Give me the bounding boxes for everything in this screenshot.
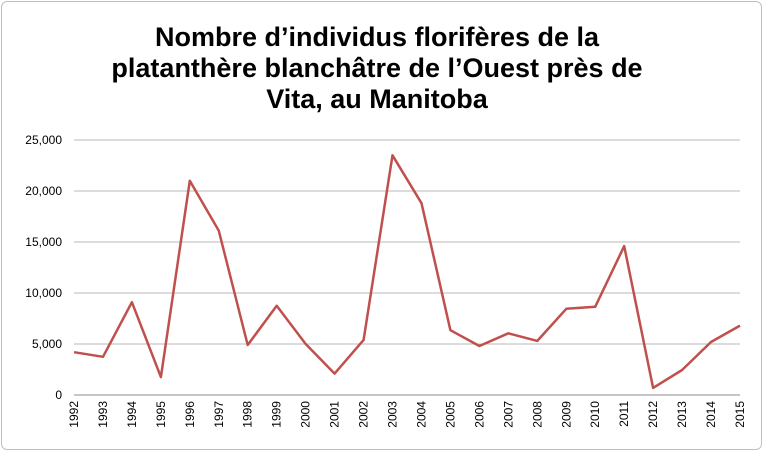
x-tick-label: 2003 [386, 401, 400, 428]
x-tick-label: 2008 [530, 401, 544, 428]
gridlines [74, 139, 740, 345]
y-axis-tick-labels: 0 5,000 10,000 15,000 20,000 25,000 [25, 133, 62, 402]
y-tick-label: 0 [55, 388, 62, 402]
x-tick-label: 1997 [212, 401, 226, 428]
x-tick-label: 2005 [443, 401, 457, 428]
x-tick-label: 2009 [559, 401, 573, 428]
x-tick-label: 1992 [67, 401, 81, 428]
x-tick-label: 1994 [125, 401, 139, 428]
y-tick-label: 20,000 [25, 184, 62, 198]
x-tick-label: 2015 [733, 401, 747, 428]
y-tick-label: 10,000 [25, 286, 62, 300]
series-layer [73, 154, 741, 390]
y-tick-label: 25,000 [25, 133, 62, 147]
x-tick-label: 1999 [270, 401, 284, 428]
chart-title: Nombre d’individus florifères de la plat… [111, 22, 643, 114]
x-tick-label: 2002 [357, 401, 371, 428]
y-tick-label: 15,000 [25, 235, 62, 249]
x-tick-label: 2006 [472, 401, 486, 428]
x-tick-label: 2011 [617, 401, 631, 427]
y-tick-label: 5,000 [32, 337, 62, 351]
x-tick-label: 1998 [241, 401, 255, 428]
x-tick-label: 2010 [588, 401, 602, 428]
x-tick-label: 1993 [96, 401, 110, 428]
x-tick-label: 2000 [299, 401, 313, 428]
x-tick-label: 2004 [414, 401, 428, 428]
x-tick-label: 2014 [704, 401, 718, 428]
x-axis-tick-labels: 1992 1993 1994 1995 1996 1997 1998 1999 2000 2001… [67, 401, 747, 428]
x-tick-label: 1995 [154, 401, 168, 428]
x-tick-label: 2012 [646, 401, 660, 428]
series-line [73, 154, 741, 390]
x-tick-label: 2007 [501, 401, 515, 428]
x-tick-label: 2013 [675, 401, 689, 428]
x-tick-label: 2001 [328, 401, 342, 428]
x-tick-label: 1996 [183, 401, 197, 428]
